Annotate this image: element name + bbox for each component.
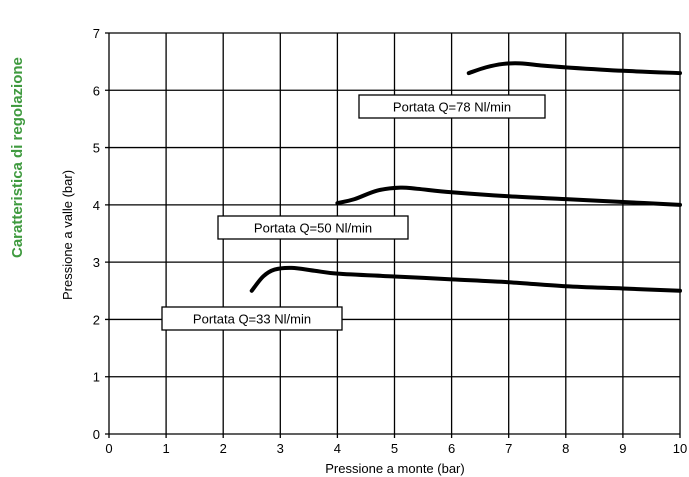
series-label-box-2: Portata Q=78 Nl/min [358,94,546,119]
x-tick-label: 0 [105,441,112,456]
x-tick-label: 3 [277,441,284,456]
series-line-2 [466,61,682,76]
series-label-box-0: Portata Q=33 Nl/min [161,306,343,331]
y-tick-label: 2 [93,312,100,327]
x-tick-label: 7 [505,441,512,456]
y-tick-label: 5 [93,141,100,156]
series-label-text: Portata Q=33 Nl/min [193,312,311,327]
series-lines [249,61,682,293]
y-tick-label: 7 [93,26,100,41]
series-label-text: Portata Q=78 Nl/min [393,100,511,115]
x-tick-label: 9 [619,441,626,456]
series-label-box-1: Portata Q=50 Nl/min [217,215,409,240]
series-label-text: Portata Q=50 Nl/min [254,221,372,236]
y-tick-label: 1 [93,370,100,385]
series-line-1 [335,185,682,207]
y-tick-label: 4 [93,198,100,213]
x-tick-label: 8 [562,441,569,456]
series-labels: Portata Q=33 Nl/min Portata Q=50 Nl/min Po… [161,94,546,331]
x-tick-label: 10 [673,441,687,456]
y-tick-label: 3 [93,255,100,270]
y-axis-label: Pressione a valle (bar) [60,170,75,300]
y-tick-label: 6 [93,83,100,98]
x-axis-label: Pressione a monte (bar) [325,461,464,476]
x-tick-label: 1 [162,441,169,456]
tick-labels: 0 1 2 3 4 5 6 7 8 9 10 0 1 2 3 4 5 6 7 [93,26,687,456]
y-tick-label: 0 [93,427,100,442]
x-tick-label: 6 [448,441,455,456]
x-tick-label: 4 [334,441,341,456]
x-tick-label: 2 [220,441,227,456]
series-line-0 [249,265,682,293]
x-tick-label: 5 [391,441,398,456]
